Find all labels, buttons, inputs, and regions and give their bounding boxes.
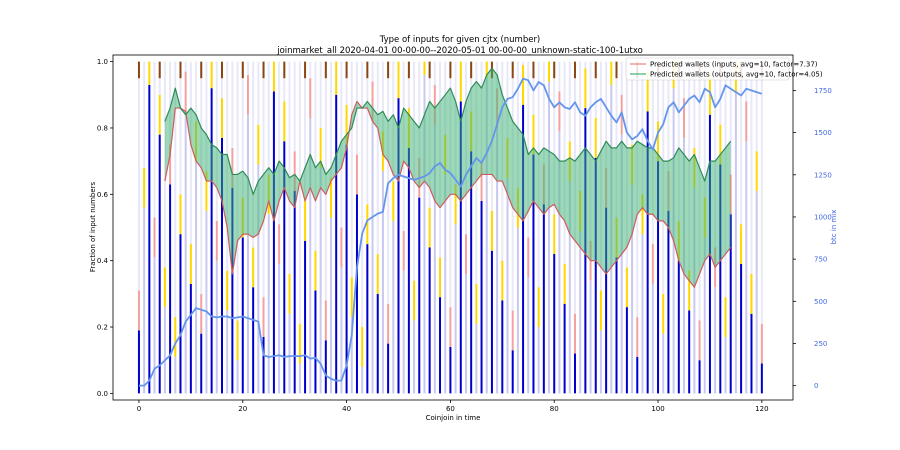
chart-subtitle: joinmarket_all 2020-04-01 00-00-00--2020…	[276, 46, 643, 56]
y2-tick-label: 1000	[814, 213, 832, 221]
btc-in-mix-line	[138, 77, 763, 387]
y2-tick-label: 1750	[814, 87, 832, 95]
series-lines	[138, 67, 763, 387]
y2-tick-label: 1500	[814, 129, 832, 137]
y-tick-label: 0.6	[97, 191, 109, 199]
y2-axis-label: btc in mix	[830, 210, 838, 245]
outputs-line	[164, 67, 732, 195]
y-axis-label: Fraction of input numbers	[89, 181, 97, 272]
legend-label-inputs: Predicted wallets (inputs, avg=10, facto…	[650, 61, 818, 69]
x-tick-label: 60	[446, 405, 455, 413]
x-axis-label: Coinjoin in time	[426, 414, 481, 422]
y2-tick-label: 0	[814, 382, 818, 390]
inputs-line	[164, 100, 732, 288]
y2-tick-label: 1250	[814, 171, 832, 179]
plot-frame	[112, 54, 794, 401]
y-axis: 0.0 0.2 0.4 0.6 0.8 1.0	[97, 58, 113, 398]
x-tick-label: 80	[550, 405, 559, 413]
y-tick-label: 1.0	[97, 58, 108, 66]
x-tick-label: 0	[137, 405, 141, 413]
y2-axis: 0 250 500 750 1000 1250 1500 1750	[793, 87, 832, 390]
x-axis: 0 20 40 60 80 100 120	[137, 400, 769, 413]
x-tick-label: 40	[342, 405, 351, 413]
legend: Predicted wallets (inputs, avg=10, facto…	[625, 57, 823, 81]
y2-tick-label: 500	[814, 298, 827, 306]
y2-tick-label: 750	[814, 256, 827, 264]
y-tick-label: 0.8	[97, 124, 108, 132]
legend-box	[625, 57, 790, 81]
y-tick-label: 0.4	[97, 257, 109, 265]
x-tick-label: 120	[755, 405, 768, 413]
x-tick-label: 20	[238, 405, 247, 413]
y-tick-label: 0.0	[97, 390, 108, 398]
chart-title: Type of inputs for given cjtx (number)	[379, 35, 541, 45]
wallet-band-fill	[164, 68, 731, 288]
wallet-fills	[164, 68, 731, 288]
x-tick-label: 100	[651, 405, 664, 413]
legend-label-outputs: Predicted wallets (outputs, avg=10, fact…	[650, 71, 823, 79]
y2-tick-label: 250	[814, 340, 827, 348]
y-tick-label: 0.2	[97, 324, 108, 332]
